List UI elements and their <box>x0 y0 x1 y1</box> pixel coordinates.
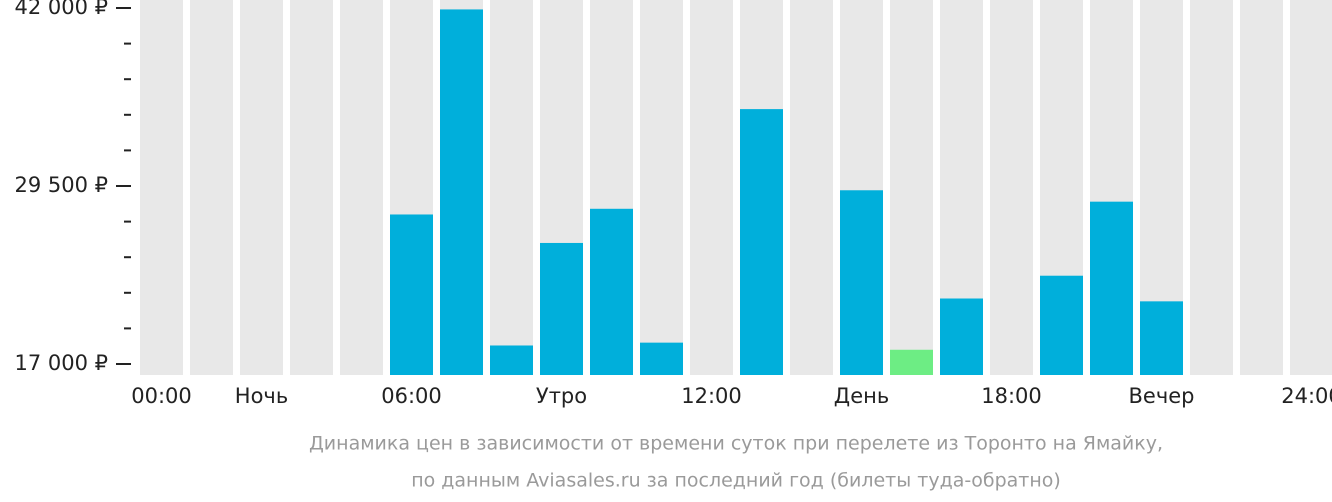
column-background <box>240 0 283 375</box>
y-tick-label: 42 000 ₽ <box>14 0 108 19</box>
column-background <box>190 0 233 375</box>
bar <box>1090 201 1133 375</box>
column-background <box>140 0 183 375</box>
bar <box>890 349 933 375</box>
y-tick-label: 17 000 ₽ <box>14 351 108 375</box>
x-tick-label: День <box>834 384 889 408</box>
caption: Динамика цен в зависимости от времени су… <box>309 433 1163 455</box>
column-background <box>790 0 833 375</box>
x-tick-label: 06:00 <box>381 384 442 408</box>
bar <box>640 342 683 375</box>
x-tick-label: Утро <box>536 384 587 408</box>
column-background <box>690 0 733 375</box>
column-background <box>1240 0 1283 375</box>
bar <box>590 208 633 375</box>
bar <box>740 109 783 375</box>
x-tick-label: Вечер <box>1129 384 1195 408</box>
bar <box>940 298 983 375</box>
bar <box>1040 275 1083 375</box>
column-background <box>340 0 383 375</box>
x-tick-label: 12:00 <box>681 384 742 408</box>
caption: по данным Aviasales.ru за последний год … <box>411 470 1061 492</box>
column-background <box>990 0 1033 375</box>
bar <box>440 9 483 375</box>
column-background <box>490 0 533 375</box>
bar <box>540 242 583 375</box>
bar <box>490 345 533 375</box>
column-background <box>890 0 933 375</box>
column-background <box>1290 0 1332 375</box>
x-tick-label: 24:00 <box>1281 384 1332 408</box>
bar <box>390 214 433 375</box>
column-background <box>290 0 333 375</box>
column-background <box>1190 0 1233 375</box>
bar <box>840 190 883 375</box>
x-tick-label: 18:00 <box>981 384 1042 408</box>
x-tick-label: Ночь <box>235 384 288 408</box>
x-tick-label: 00:00 <box>131 384 192 408</box>
bar <box>1140 301 1183 375</box>
y-tick-label: 29 500 ₽ <box>14 173 108 197</box>
column-background <box>640 0 683 375</box>
